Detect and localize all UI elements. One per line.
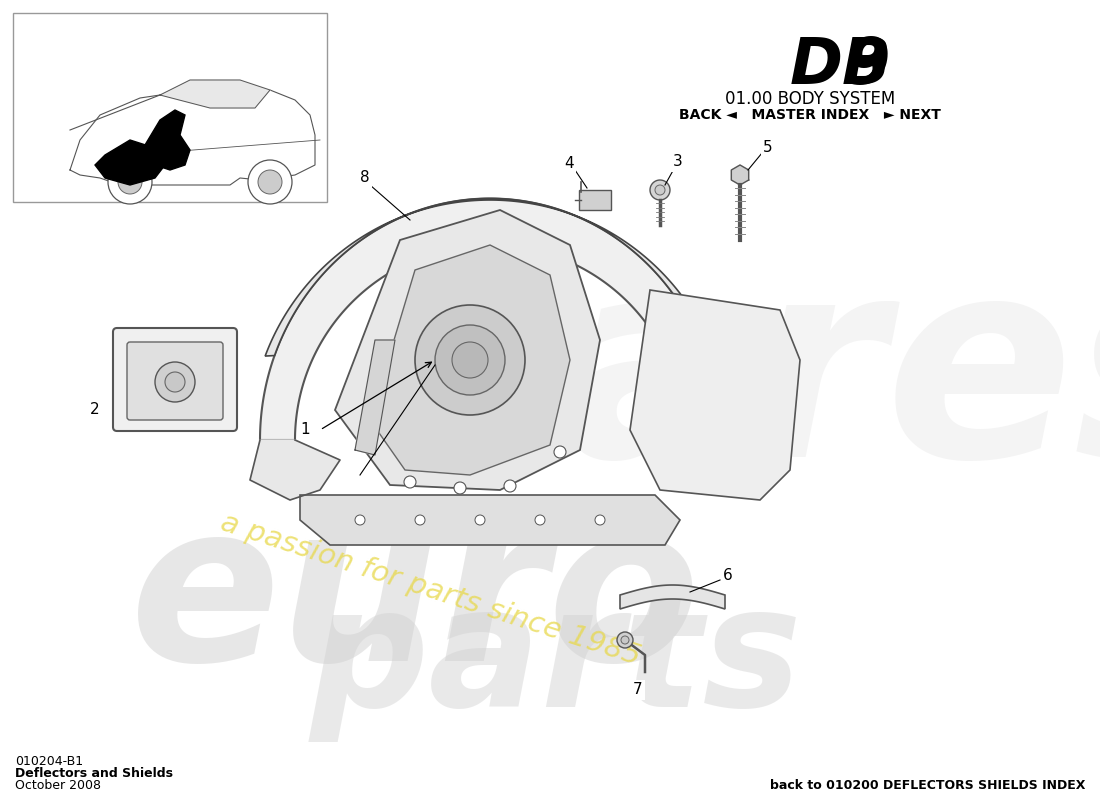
Text: euro: euro [130, 493, 702, 707]
Text: 1: 1 [300, 422, 310, 438]
Polygon shape [370, 245, 570, 475]
Circle shape [617, 632, 632, 648]
Text: Deflectors and Shields: Deflectors and Shields [15, 767, 173, 780]
Circle shape [595, 515, 605, 525]
Circle shape [650, 180, 670, 200]
Text: ares: ares [561, 245, 1100, 515]
Circle shape [621, 636, 629, 644]
Polygon shape [355, 340, 395, 455]
Text: October 2008: October 2008 [15, 779, 101, 792]
Circle shape [415, 515, 425, 525]
Text: parts: parts [310, 578, 803, 742]
Text: BACK ◄   MASTER INDEX   ► NEXT: BACK ◄ MASTER INDEX ► NEXT [679, 108, 940, 122]
Circle shape [452, 342, 488, 378]
Text: a passion for parts since 1985: a passion for parts since 1985 [217, 509, 644, 671]
Text: 2: 2 [90, 402, 100, 418]
Text: 7: 7 [634, 682, 642, 698]
Polygon shape [265, 198, 715, 356]
Polygon shape [620, 585, 725, 609]
Polygon shape [336, 210, 600, 490]
Polygon shape [732, 165, 749, 185]
Polygon shape [95, 140, 165, 185]
FancyBboxPatch shape [579, 190, 610, 210]
Circle shape [155, 362, 195, 402]
Circle shape [475, 515, 485, 525]
Polygon shape [630, 290, 800, 500]
Circle shape [415, 305, 525, 415]
Text: 010204-B1: 010204-B1 [15, 755, 84, 768]
Polygon shape [145, 110, 190, 170]
Circle shape [118, 170, 142, 194]
Polygon shape [70, 88, 315, 185]
Polygon shape [260, 198, 720, 440]
Circle shape [108, 160, 152, 204]
Circle shape [165, 372, 185, 392]
Text: 4: 4 [564, 157, 574, 171]
Circle shape [248, 160, 292, 204]
Circle shape [355, 515, 365, 525]
Circle shape [258, 170, 282, 194]
Text: 9: 9 [845, 35, 890, 97]
Text: 5: 5 [763, 139, 773, 154]
Text: DB: DB [790, 35, 892, 97]
Polygon shape [250, 440, 340, 500]
Text: 6: 6 [723, 569, 733, 583]
Circle shape [504, 480, 516, 492]
FancyBboxPatch shape [113, 328, 236, 431]
Circle shape [404, 476, 416, 488]
Circle shape [454, 482, 466, 494]
FancyBboxPatch shape [13, 13, 327, 202]
Circle shape [434, 325, 505, 395]
Text: 3: 3 [673, 154, 683, 170]
Circle shape [535, 515, 544, 525]
Polygon shape [300, 495, 680, 545]
Circle shape [554, 446, 566, 458]
Text: back to 010200 DEFLECTORS SHIELDS INDEX: back to 010200 DEFLECTORS SHIELDS INDEX [770, 779, 1085, 792]
Polygon shape [160, 80, 270, 108]
Text: 8: 8 [360, 170, 370, 186]
Circle shape [654, 185, 666, 195]
Text: 01.00 BODY SYSTEM: 01.00 BODY SYSTEM [725, 90, 895, 108]
FancyBboxPatch shape [126, 342, 223, 420]
